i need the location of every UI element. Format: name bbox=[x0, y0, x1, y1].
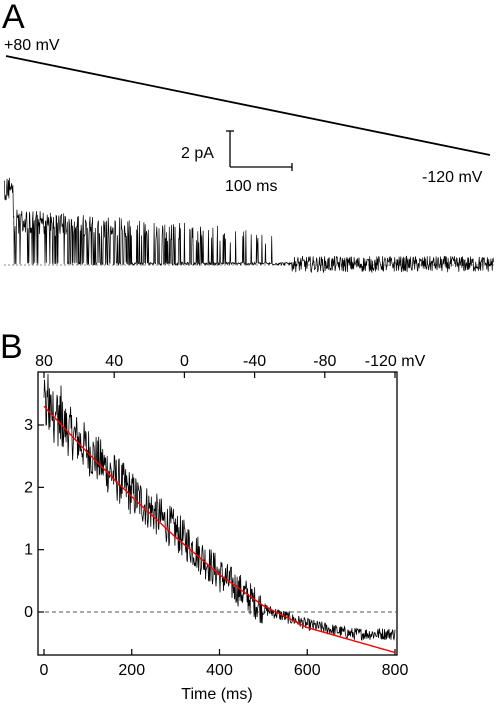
y-tick-label: 0 bbox=[24, 604, 33, 621]
y-tick-label: 3 bbox=[24, 417, 33, 434]
top-tick-label: -40 bbox=[243, 353, 266, 370]
y-tick-label: 1 bbox=[24, 542, 33, 559]
x-axis-label: Time (ms) bbox=[181, 686, 252, 703]
top-tick-label: 40 bbox=[105, 353, 123, 370]
scale-bar-current-label: 2 pA bbox=[181, 145, 214, 162]
ramp-end-label: -120 mV bbox=[422, 169, 483, 186]
panel-a-letter: A bbox=[2, 0, 25, 36]
top-tick-label: 0 bbox=[180, 353, 189, 370]
series-fit-curve bbox=[43, 405, 396, 654]
panel-a: A +80 mV -120 mV 2 pA 100 ms bbox=[2, 0, 495, 274]
x-tick-label: 0 bbox=[40, 662, 49, 679]
y-tick-label: 2 bbox=[24, 479, 33, 496]
x-tick-label: 200 bbox=[118, 662, 145, 679]
top-tick-label: 80 bbox=[35, 353, 53, 370]
scale-bar-time-label: 100 ms bbox=[225, 178, 277, 195]
scale-bar: 2 pA 100 ms bbox=[181, 130, 293, 195]
panel-a-current-trace bbox=[3, 177, 495, 274]
top-tick-label: -120 mV bbox=[365, 353, 426, 370]
series-measured-trace bbox=[43, 373, 396, 641]
x-tick-label: 400 bbox=[206, 662, 233, 679]
x-tick-label: 600 bbox=[294, 662, 321, 679]
plot-frame bbox=[37, 371, 398, 656]
voltage-ramp-line bbox=[5, 55, 491, 156]
ramp-start-label: +80 mV bbox=[4, 37, 60, 54]
x-tick-label: 800 bbox=[382, 662, 409, 679]
top-tick-label: -80 bbox=[313, 353, 336, 370]
panel-b-letter: B bbox=[0, 328, 23, 366]
